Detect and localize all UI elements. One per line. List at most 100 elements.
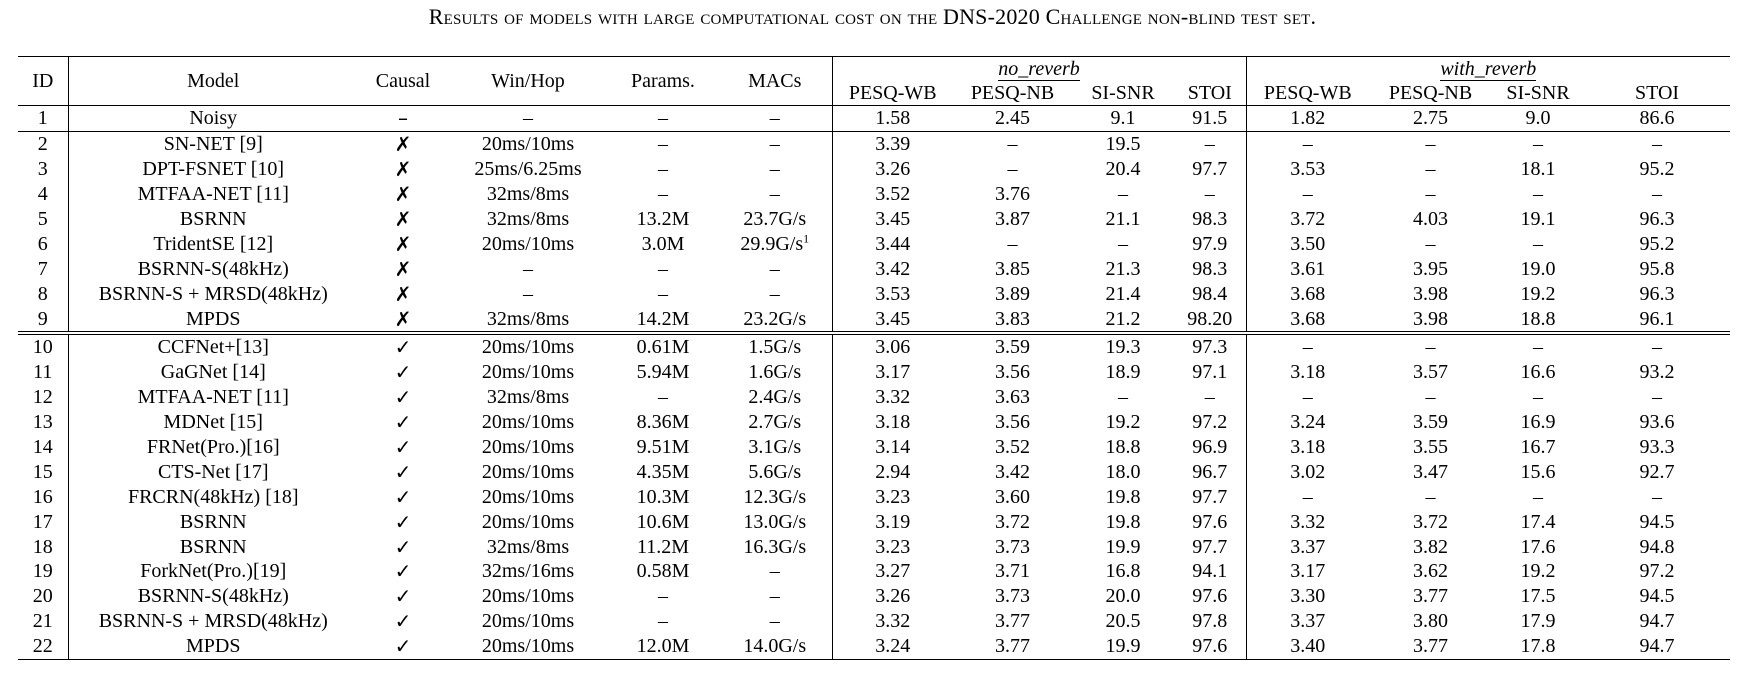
cell-nr-si-snr: – bbox=[1118, 386, 1128, 409]
cell-wr-si-snr: 15.6 bbox=[1520, 460, 1556, 483]
cell-wr-si-snr: – bbox=[1533, 485, 1544, 508]
cell-macs: 23.7G/s bbox=[743, 208, 807, 230]
cell-model: BSRNN bbox=[67, 509, 358, 535]
cell-nr-pesq-wb: 3.32 bbox=[831, 384, 953, 410]
cell-wr-pesq-nb: 3.98 bbox=[1413, 307, 1449, 330]
cell-params: 5.94M bbox=[636, 361, 690, 384]
cell-model: BSRNN bbox=[67, 206, 358, 232]
table-row: 15 CTS-Net [17] ✓ 20ms/10ms 4.35M 5.6G/s 2.94 3… bbox=[18, 459, 1730, 485]
cell-params: 0.58M bbox=[636, 560, 690, 583]
cell-macs: 2.4G/s bbox=[748, 386, 802, 409]
cell-nr-pesq-wb: 3.39 bbox=[831, 130, 953, 157]
cell-causal: ✗ bbox=[394, 306, 412, 331]
cell-nr-pesq-nb: 3.89 bbox=[995, 282, 1030, 305]
cell-macs: 13.0G/s bbox=[743, 510, 807, 533]
cell-nr-pesq-wb: 3.26 bbox=[831, 156, 953, 182]
cell-wr-pesq-wb: 3.72 bbox=[1245, 206, 1370, 232]
cell-nr-stoi: 97.1 bbox=[1192, 361, 1228, 384]
cell-nr-stoi: 97.6 bbox=[1192, 510, 1228, 533]
cell-id: 2 bbox=[18, 130, 68, 157]
cell-wr-si-snr: 17.8 bbox=[1492, 633, 1585, 660]
cell-nr-pesq-nb: 3.76 bbox=[995, 183, 1030, 206]
table-row: 2 SN-NET [9] ✗ 20ms/10ms – –3.39–19.5– – – – – bbox=[18, 130, 1731, 157]
group-header-with-reverb: with_reverb bbox=[1245, 56, 1731, 81]
cell-causal: ✓ bbox=[394, 534, 412, 559]
cell-wr-stoi: 92.7 bbox=[1639, 460, 1675, 483]
cell-wr-pesq-nb: 4.03 bbox=[1413, 208, 1449, 230]
cell-nr-pesq-wb: 3.23 bbox=[831, 484, 953, 510]
cell-nr-pesq-nb: 3.83 bbox=[995, 307, 1030, 330]
cell-wr-stoi: 93.3 bbox=[1639, 436, 1675, 459]
cell-nr-si-snr: 19.8 bbox=[1105, 485, 1141, 508]
cell-nr-pesq-nb: 3.85 bbox=[995, 257, 1030, 280]
table-row: 4 MTFAA-NET [11] ✗ 32ms/8ms – – 3.52 3.76 – – – – – – bbox=[18, 181, 1730, 207]
cell-winhop: 20ms/10ms bbox=[448, 130, 608, 157]
cell-wr-si-snr: 17.5 bbox=[1520, 585, 1556, 608]
cell-wr-si-snr: 17.4 bbox=[1520, 510, 1556, 533]
cell-nr-pesq-wb: 3.27 bbox=[831, 559, 953, 584]
cell-wr-stoi: 94.7 bbox=[1639, 610, 1675, 633]
cell-wr-pesq-wb: 3.50 bbox=[1245, 231, 1370, 257]
cell-causal: ✗ bbox=[394, 281, 412, 306]
table-row: 19 ForkNet(Pro.)[19] ✓ 32ms/16ms 0.58M – 3.27 3… bbox=[18, 559, 1730, 584]
cell-macs: – bbox=[718, 130, 832, 157]
cell-causal: ✓ bbox=[394, 410, 412, 435]
cell-nr-pesq-nb: 3.52 bbox=[995, 436, 1030, 459]
cell-model: GaGNet [14] bbox=[67, 359, 358, 385]
cell-wr-pesq-nb: 2.75 bbox=[1369, 105, 1493, 132]
cell-wr-pesq-wb: 3.18 bbox=[1245, 434, 1370, 460]
cell-winhop: 25ms/6.25ms bbox=[474, 158, 582, 181]
cell-nr-pesq-nb: 3.56 bbox=[995, 411, 1030, 434]
cell-params: 12.0M bbox=[608, 633, 718, 660]
cell-macs: 23.2G/s bbox=[743, 307, 807, 330]
cell-nr-pesq-nb: 3.72 bbox=[995, 510, 1030, 533]
cell-id: 12 bbox=[32, 386, 53, 409]
cell-wr-stoi: – bbox=[1584, 331, 1731, 360]
cell-params: – bbox=[658, 158, 668, 181]
header-wr-stoi: STOI bbox=[1635, 82, 1680, 104]
cell-wr-pesq-nb: – bbox=[1425, 158, 1436, 181]
cell-params: 9.51M bbox=[636, 436, 690, 459]
cell-winhop: – bbox=[523, 282, 533, 305]
cell-params: – bbox=[658, 282, 668, 305]
cell-winhop: 32ms/8ms bbox=[486, 386, 570, 409]
cell-model: BSRNN-S + MRSD(48kHz) bbox=[67, 281, 358, 307]
cell-id: 20 bbox=[32, 585, 53, 608]
cell-wr-pesq-wb: 3.37 bbox=[1245, 608, 1370, 634]
cell-macs: 3.1G/s bbox=[748, 436, 802, 459]
cell-winhop: 20ms/10ms bbox=[481, 411, 575, 434]
cell-nr-pesq-wb: 3.23 bbox=[831, 534, 953, 560]
cell-nr-pesq-wb: 3.18 bbox=[831, 409, 953, 435]
cell-nr-stoi: 97.8 bbox=[1192, 610, 1228, 633]
cell-causal: ✗ bbox=[394, 157, 412, 182]
cell-model: TridentSE [12] bbox=[67, 231, 358, 257]
cell-wr-stoi: 96.1 bbox=[1639, 307, 1675, 330]
table-row: 22 MPDS ✓ 20ms/10ms 12.0M 14.0G/s 3.24 3.77 19.9… bbox=[18, 633, 1731, 660]
cell-wr-pesq-nb: – bbox=[1425, 485, 1436, 508]
cell-macs: 1.6G/s bbox=[748, 361, 802, 384]
cell-wr-pesq-nb: 3.59 bbox=[1413, 411, 1449, 434]
cell-id: 22 bbox=[18, 633, 68, 660]
cell-nr-si-snr: 21.4 bbox=[1105, 282, 1141, 305]
cell-wr-stoi: 93.2 bbox=[1639, 361, 1675, 384]
cell-wr-pesq-nb: 3.55 bbox=[1413, 436, 1449, 459]
cell-causal: ✓ bbox=[394, 559, 412, 584]
header-nr-pesq-wb: PESQ-WB bbox=[831, 81, 953, 106]
cell-nr-si-snr: 19.8 bbox=[1105, 510, 1141, 533]
cell-nr-pesq-nb: 3.77 bbox=[953, 633, 1072, 660]
cell-winhop: 20ms/10ms bbox=[481, 485, 575, 508]
results-table: ID Model Causal Win/Hop Params. MACs no_… bbox=[18, 56, 1731, 660]
cell-nr-si-snr: 21.3 bbox=[1105, 257, 1141, 280]
header-nr-pesq-nb: PESQ-NB bbox=[970, 82, 1055, 104]
table-caption: Results of models with large computation… bbox=[428, 4, 1317, 29]
cell-wr-pesq-nb: 3.80 bbox=[1413, 610, 1449, 633]
cell-nr-stoi: 97.6 bbox=[1192, 585, 1228, 608]
cell-wr-pesq-wb: 3.61 bbox=[1245, 256, 1370, 282]
cell-macs: 14.0G/s bbox=[718, 633, 832, 660]
header-wr-pesq-nb: PESQ-NB bbox=[1388, 82, 1473, 104]
cell-wr-stoi: 97.2 bbox=[1639, 560, 1675, 583]
cell-wr-stoi: – bbox=[1584, 130, 1731, 157]
cell-nr-pesq-nb: 3.60 bbox=[995, 485, 1030, 508]
cell-wr-pesq-wb: – bbox=[1245, 181, 1370, 207]
cell-winhop: 20ms/10ms bbox=[481, 510, 575, 533]
